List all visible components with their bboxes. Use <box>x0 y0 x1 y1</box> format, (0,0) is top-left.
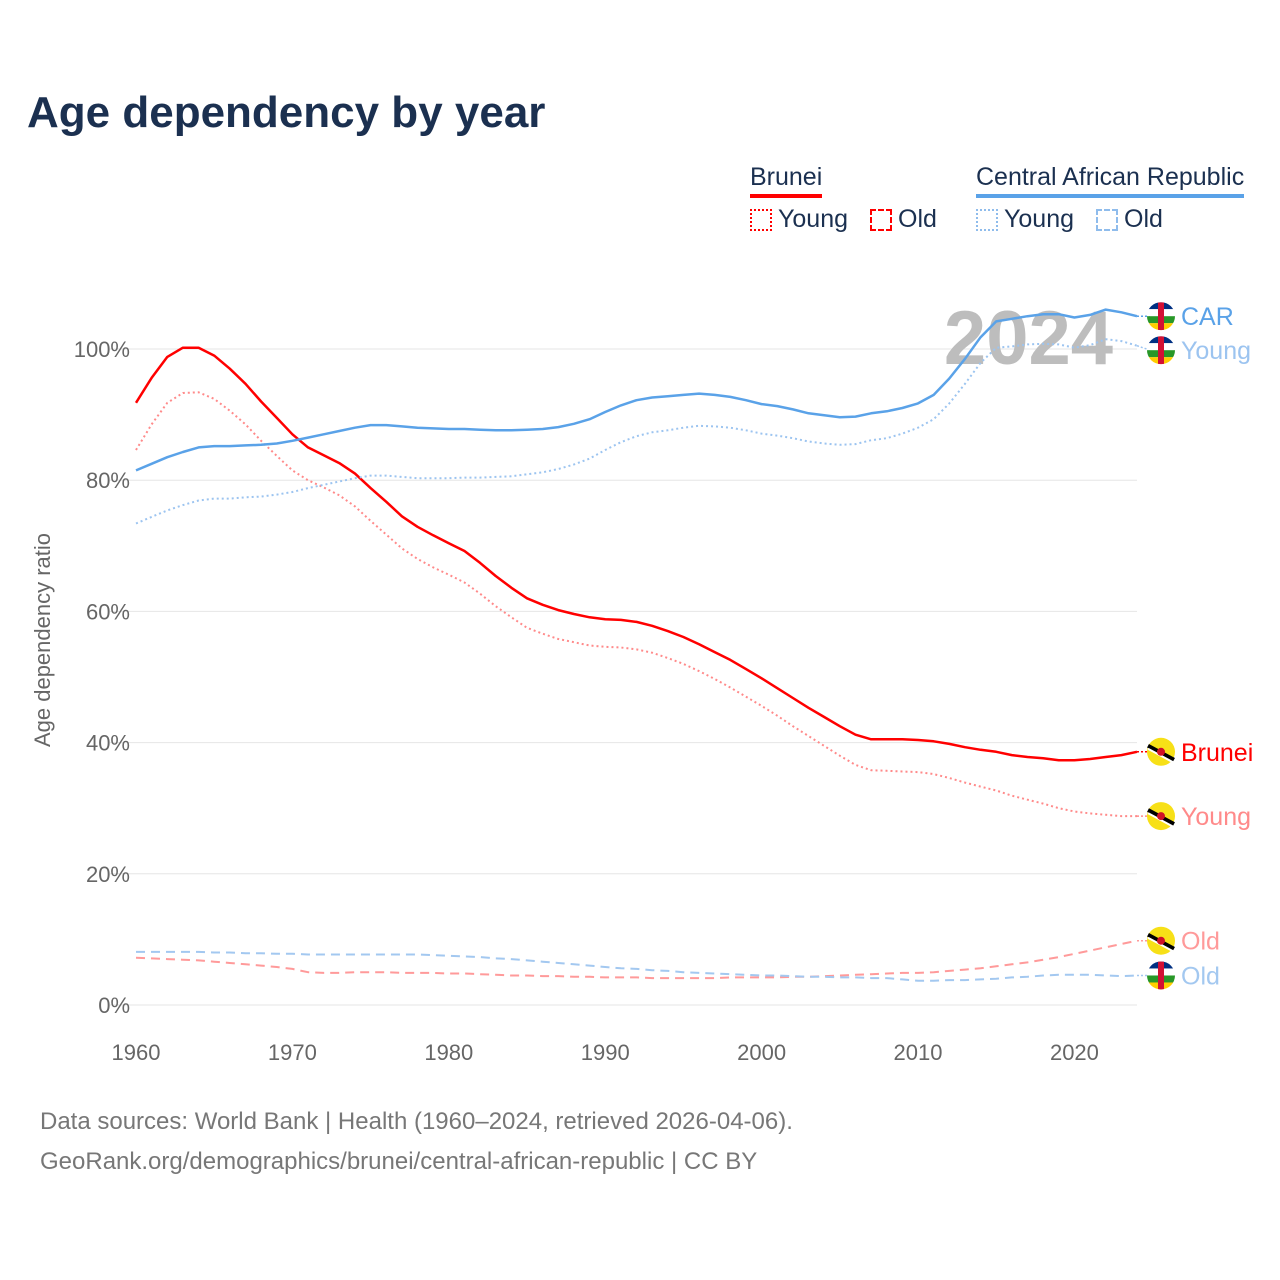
end-label: Old <box>1181 928 1220 956</box>
legend-group-brunei[interactable]: Brunei <box>750 163 823 198</box>
flag-emblem <box>1157 812 1165 821</box>
x-tick-label: 1960 <box>112 1040 161 1065</box>
y-tick-label: 100% <box>74 337 130 362</box>
end-label: Young <box>1181 337 1251 365</box>
x-tick-label: 2010 <box>894 1040 943 1065</box>
legend-label: Young <box>1004 205 1074 233</box>
legend-car-young[interactable]: Young <box>976 205 1074 234</box>
legend-group-car[interactable]: Central African Republic <box>976 163 1245 198</box>
car-flag-icon <box>1147 302 1175 331</box>
car-flag-icon <box>1147 336 1175 365</box>
series-line-central-african-republic-old <box>136 950 1138 982</box>
legend-car-old[interactable]: Old <box>1096 205 1163 234</box>
line-chart: 0% 20% 40% 60% 80% 100% 1960 1970 1980 1990 2000 20… <box>30 296 1253 1065</box>
series-line-central-african-republic-young <box>135 338 1138 525</box>
y-tick-label: 40% <box>86 731 130 756</box>
flag-emblem <box>1157 747 1165 756</box>
x-tick-label: 1980 <box>424 1040 473 1065</box>
series-line-brunei-young <box>135 391 1137 818</box>
legend-brunei-young[interactable]: Young <box>750 205 848 234</box>
y-axis-label: Age dependency ratio <box>30 533 55 747</box>
dashed-swatch-icon <box>870 208 892 231</box>
y-tick-label: 80% <box>86 468 130 493</box>
legend-label: Old <box>1124 205 1163 233</box>
series-line-brunei <box>134 346 1138 762</box>
flag-emblem <box>1157 936 1165 945</box>
chart-title: Age dependency by year <box>27 88 546 137</box>
x-tick-label: 1970 <box>268 1040 317 1065</box>
series-line-central-african-republic <box>135 308 1138 472</box>
x-tick-label: 2000 <box>737 1040 786 1065</box>
year-label: 2024 <box>944 296 1113 381</box>
end-label: CAR <box>1181 303 1234 331</box>
x-tick-label: 1990 <box>581 1040 630 1065</box>
x-tick-label: 2020 <box>1050 1040 1099 1065</box>
legend-brunei-old[interactable]: Old <box>870 205 937 234</box>
end-label: Old <box>1181 962 1220 990</box>
legend-label: Young <box>778 205 848 233</box>
dotted-swatch-icon <box>976 208 998 231</box>
legend-label: Old <box>898 205 937 233</box>
end-label: Young <box>1181 803 1251 831</box>
car-flag-icon <box>1147 961 1175 990</box>
end-label: Brunei <box>1181 739 1253 767</box>
y-tick-label: 20% <box>86 862 130 887</box>
y-tick-label: 60% <box>86 599 130 624</box>
series-line-brunei-old <box>135 939 1138 980</box>
source-note: Data sources: World Bank | Health (1960–… <box>40 1108 793 1135</box>
source-url[interactable]: GeoRank.org/demographics/brunei/central-… <box>40 1148 758 1175</box>
dashed-swatch-icon <box>1096 208 1118 231</box>
y-tick-label: 0% <box>98 993 130 1018</box>
dotted-swatch-icon <box>750 208 772 231</box>
